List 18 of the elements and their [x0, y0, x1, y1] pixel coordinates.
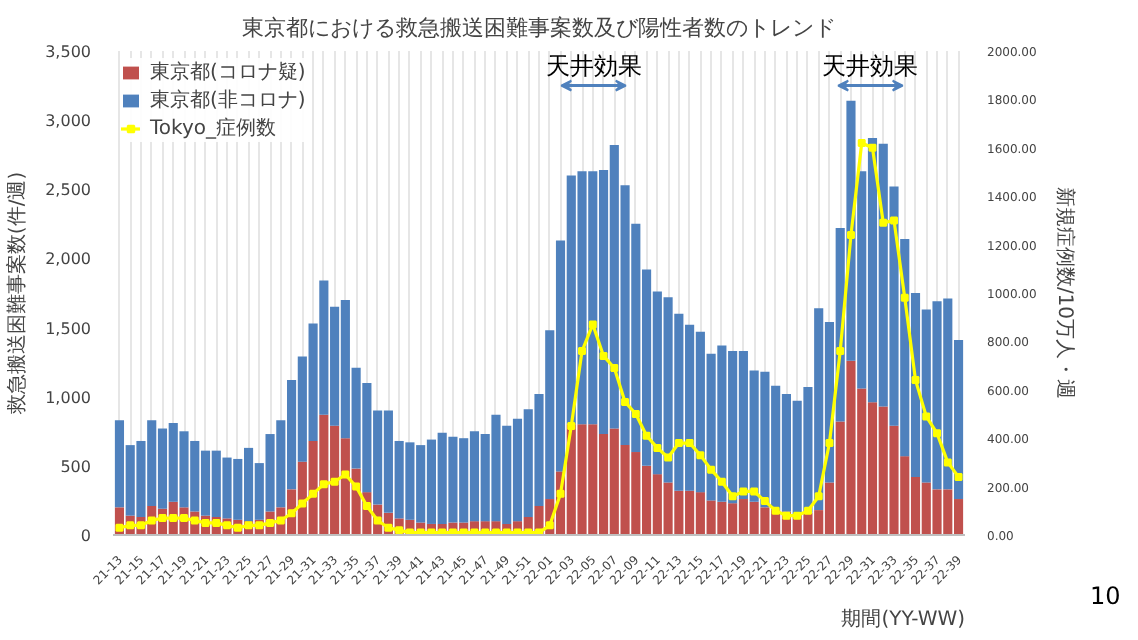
legend-label: 東京都(コロナ疑)	[150, 59, 306, 86]
x-axis-title: 期間(YY-WW)	[841, 607, 966, 631]
y-tick-label: 2,500	[45, 181, 92, 200]
y-tick-label: 3,500	[45, 43, 92, 61]
y-tick-label: 1,500	[45, 319, 92, 338]
y-axis-title: 救急搬送困難事案数(件/週)	[5, 171, 30, 417]
y-tick-label: 500	[60, 457, 92, 476]
y-tick-label: 1,000	[45, 388, 92, 407]
annotation: 天井効果	[545, 51, 642, 80]
annotation: 天井効果	[822, 51, 919, 80]
chart-title: 東京都における救急搬送困難事案数及び陽性者数のトレンド	[242, 15, 836, 41]
y-tick-label: 3,000	[45, 112, 92, 131]
y-tick-label: 0	[80, 527, 92, 545]
text: 10	[1090, 580, 1121, 614]
y-tick-label: 2,000	[45, 250, 92, 269]
y2-axis-title: 新規症例数/10万人・週	[1052, 186, 1077, 400]
legend-label: 東京都(非コロナ)	[150, 87, 306, 114]
legend-label: Tokyo_症例数	[150, 115, 276, 142]
